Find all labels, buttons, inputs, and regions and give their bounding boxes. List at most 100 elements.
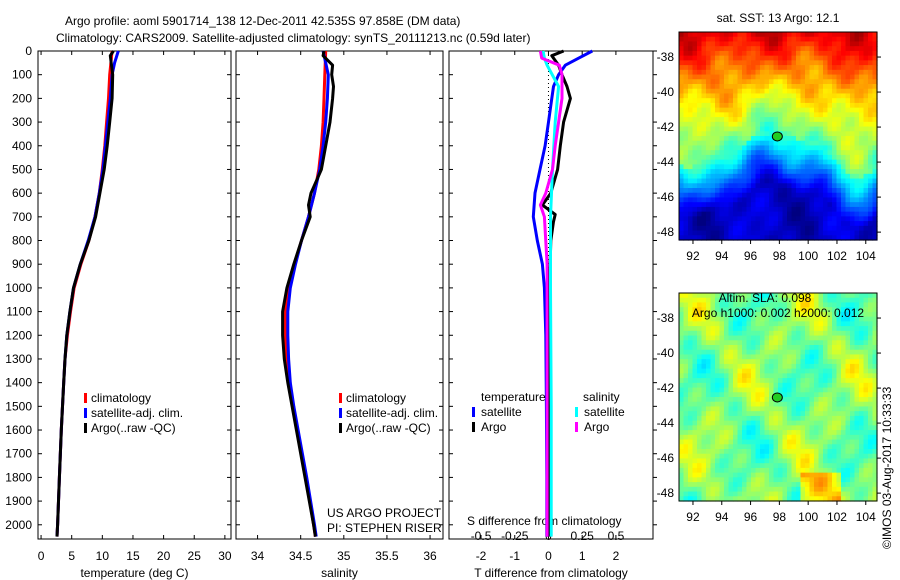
heatmap-cell xyxy=(854,164,860,170)
heatmap-cell xyxy=(737,150,743,156)
heatmap-cell xyxy=(724,397,730,403)
heatmap-cell xyxy=(697,154,703,161)
heatmap-cell xyxy=(728,425,734,431)
heatmap-cell xyxy=(872,449,878,455)
heatmap-cell xyxy=(827,378,833,384)
heatmap-cell xyxy=(728,330,734,337)
heatmap-cell xyxy=(782,102,788,109)
heatmap-cell xyxy=(746,192,752,199)
heatmap-cell xyxy=(818,112,824,118)
heatmap-cell xyxy=(868,102,874,109)
heatmap-cell xyxy=(719,183,725,189)
heatmap-cell xyxy=(872,169,878,175)
heatmap-cell xyxy=(809,354,815,360)
heatmap-cell xyxy=(823,79,829,85)
heatmap-cell xyxy=(782,235,788,241)
heatmap-cell xyxy=(710,154,716,161)
heatmap-cell xyxy=(841,378,847,384)
heatmap-cell xyxy=(809,406,815,412)
heatmap-cell xyxy=(746,46,752,52)
heatmap-cell xyxy=(773,482,779,488)
heatmap-cell xyxy=(769,345,775,351)
heatmap-cell xyxy=(859,178,865,184)
heatmap-cell xyxy=(863,330,869,337)
heatmap-cell xyxy=(787,188,793,194)
heatmap-cell xyxy=(782,140,788,147)
heatmap-cell xyxy=(868,345,874,351)
heatmap-cell xyxy=(836,354,842,360)
heatmap-cell xyxy=(755,178,761,184)
heatmap-cell xyxy=(814,368,820,374)
heatmap-cell xyxy=(800,373,806,379)
x-axis-label: salinity xyxy=(321,566,358,580)
heatmap-cell xyxy=(800,136,806,142)
heatmap-cell xyxy=(688,397,694,403)
heatmap-cell xyxy=(859,326,865,332)
heatmap-cell xyxy=(728,107,734,113)
heatmap-cell xyxy=(751,425,757,431)
heatmap-cell xyxy=(746,444,752,450)
heatmap-cell xyxy=(791,335,797,341)
heatmap-cell xyxy=(755,340,761,346)
heatmap-cell xyxy=(796,420,802,426)
x-tick-label: 30 xyxy=(218,549,232,563)
heatmap-cell xyxy=(832,145,838,151)
heatmap-cell xyxy=(692,131,698,137)
heatmap-cell xyxy=(818,420,824,426)
heatmap-cell xyxy=(796,117,802,123)
heatmap-cell xyxy=(719,293,725,299)
heatmap-cell xyxy=(778,387,784,393)
heatmap-cell xyxy=(872,36,878,43)
heatmap-cell xyxy=(872,202,878,208)
heatmap-cell xyxy=(850,79,856,85)
heatmap-cell xyxy=(692,420,698,426)
heatmap-cell xyxy=(692,225,698,232)
heatmap-cell xyxy=(769,121,775,128)
heatmap-cell xyxy=(863,425,869,431)
heatmap-cell xyxy=(814,458,820,464)
heatmap-cell xyxy=(845,225,851,232)
heatmap-cell xyxy=(688,202,694,208)
heatmap-cell xyxy=(850,145,856,151)
heatmap-cell xyxy=(755,415,761,422)
heatmap-cell xyxy=(746,102,752,109)
heatmap-cell xyxy=(814,326,820,332)
x-tick-label: 2 xyxy=(613,549,620,563)
heatmap-cell xyxy=(715,387,721,393)
heatmap-cell xyxy=(827,145,833,151)
heatmap-cell xyxy=(701,345,707,351)
heatmap-cell xyxy=(755,397,761,403)
heatmap-cell xyxy=(832,477,838,483)
heatmap-cell xyxy=(737,458,743,464)
heatmap-cell xyxy=(859,102,865,109)
heatmap-cell xyxy=(715,41,721,47)
heatmap-cell xyxy=(814,98,820,104)
heatmap-cell xyxy=(773,477,779,483)
heatmap-cell xyxy=(697,202,703,208)
heatmap-cell xyxy=(715,206,721,213)
heatmap-cell xyxy=(850,178,856,184)
heatmap-cell xyxy=(715,449,721,455)
heatmap-cell xyxy=(787,392,793,398)
heatmap-cell xyxy=(773,211,779,217)
heatmap-cell xyxy=(823,401,829,408)
heatmap-cell xyxy=(863,79,869,85)
heatmap-cell xyxy=(692,84,698,90)
heatmap-cell xyxy=(688,420,694,426)
heatmap-cell xyxy=(778,107,784,113)
heatmap-cell xyxy=(854,439,860,445)
heatmap-cell xyxy=(728,74,734,80)
heatmap-cell xyxy=(791,397,797,403)
heatmap-cell xyxy=(688,55,694,61)
heatmap-cell xyxy=(809,340,815,346)
heatmap-cell xyxy=(719,434,725,441)
lon-tick-label: 94 xyxy=(715,510,729,524)
heatmap-cell xyxy=(796,406,802,412)
heatmap-cell xyxy=(823,55,829,61)
heatmap-cell xyxy=(800,378,806,384)
heatmap-cell xyxy=(778,112,784,118)
heatmap-cell xyxy=(814,434,820,441)
heatmap-cell xyxy=(742,293,748,299)
heatmap-cell xyxy=(737,449,743,455)
heatmap-cell xyxy=(760,482,766,488)
